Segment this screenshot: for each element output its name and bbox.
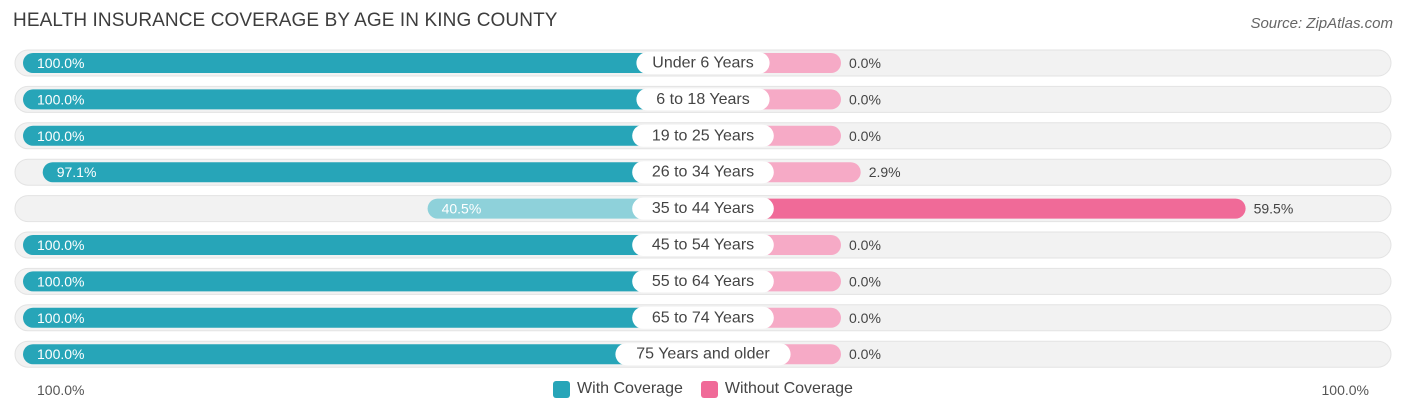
value-label-without-coverage: 0.0% <box>849 346 881 362</box>
category-label-background <box>632 270 774 293</box>
bar-row: 100.0% 0.0% 55 to 64 Years <box>14 267 1392 295</box>
legend-label-with-coverage: With Coverage <box>577 380 683 397</box>
category-label-background <box>636 88 770 111</box>
category-label-background <box>632 306 774 329</box>
value-label-without-coverage: 0.0% <box>849 91 881 107</box>
category-label: 65 to 74 Years <box>652 309 754 326</box>
value-label-with-coverage: 100.0% <box>37 128 84 144</box>
category-label: 45 to 54 Years <box>652 237 754 254</box>
value-label-with-coverage: 100.0% <box>37 310 84 326</box>
bar-row: 100.0% 0.0% 75 Years and older <box>14 340 1392 368</box>
category-label-background <box>632 234 774 256</box>
bar-with-coverage <box>23 271 703 292</box>
category-label: 75 Years and older <box>636 346 770 363</box>
value-label-with-coverage: 100.0% <box>37 237 84 253</box>
bar-row: 100.0% 0.0% 6 to 18 Years <box>14 85 1392 113</box>
bar-without-coverage <box>701 198 1246 219</box>
legend-swatch-without-coverage <box>700 380 718 398</box>
bar-with-coverage <box>23 125 703 146</box>
axis-right-label: 100.0% <box>1321 382 1369 398</box>
category-label-background <box>632 124 774 147</box>
bar-with-coverage <box>23 53 703 73</box>
bar-row: 97.1% 2.9% 26 to 34 Years <box>14 158 1392 186</box>
value-label-without-coverage: 0.0% <box>849 273 881 289</box>
bar-row: 100.0% 0.0% Under 6 Years <box>14 49 1392 77</box>
value-label-with-coverage: 100.0% <box>37 273 84 289</box>
category-label-background <box>632 161 774 184</box>
value-label-with-coverage: 40.5% <box>442 201 482 217</box>
value-label-with-coverage: 100.0% <box>37 91 84 107</box>
value-label-with-coverage: 97.1% <box>57 164 97 180</box>
value-label-without-coverage: 0.0% <box>849 128 881 144</box>
chart-title: HEALTH INSURANCE COVERAGE BY AGE IN KING… <box>13 10 558 31</box>
bar-with-coverage <box>23 235 703 255</box>
bar-with-coverage <box>42 162 704 183</box>
bar-row: 100.0% 0.0% 45 to 54 Years <box>14 231 1392 259</box>
category-label-background <box>632 197 774 220</box>
legend-item-with-coverage: With Coverage <box>553 380 683 398</box>
value-label-without-coverage: 0.0% <box>849 237 881 253</box>
bar-with-coverage <box>23 344 703 365</box>
value-label-without-coverage: 2.9% <box>869 164 901 180</box>
value-label-with-coverage: 100.0% <box>37 346 84 362</box>
legend-label-without-coverage: Without Coverage <box>724 380 853 397</box>
value-label-without-coverage: 0.0% <box>849 310 881 326</box>
chart-source: Source: ZipAtlas.com <box>1250 15 1393 32</box>
chart-plot: 100.0% 0.0% Under 6 Years 100.0% 0.0% 6 to 18… <box>14 49 1392 368</box>
category-label: 55 to 64 Years <box>652 273 754 290</box>
legend-item-without-coverage: Without Coverage <box>700 380 853 398</box>
axis-left-label: 100.0% <box>37 382 85 398</box>
value-label-without-coverage: 0.0% <box>849 55 881 71</box>
category-label: 19 to 25 Years <box>652 127 754 144</box>
value-label-with-coverage: 100.0% <box>37 55 84 71</box>
bar-row: 40.5% 59.5% 35 to 44 Years <box>14 195 1392 223</box>
chart-legend: With Coverage Without Coverage <box>0 380 1406 398</box>
category-label: 35 to 44 Years <box>652 200 754 217</box>
bar-row: 100.0% 0.0% 19 to 25 Years <box>14 122 1392 150</box>
bar-with-coverage <box>23 89 703 110</box>
bar-row: 100.0% 0.0% 65 to 74 Years <box>14 304 1392 332</box>
category-label-background <box>636 52 770 74</box>
category-label: 6 to 18 Years <box>656 91 749 108</box>
category-label: 26 to 34 Years <box>652 164 754 181</box>
bar-with-coverage <box>23 307 703 328</box>
category-label-background <box>615 343 791 366</box>
value-label-without-coverage: 59.5% <box>1254 201 1294 217</box>
legend-swatch-with-coverage <box>553 380 571 398</box>
category-label: Under 6 Years <box>652 55 753 72</box>
